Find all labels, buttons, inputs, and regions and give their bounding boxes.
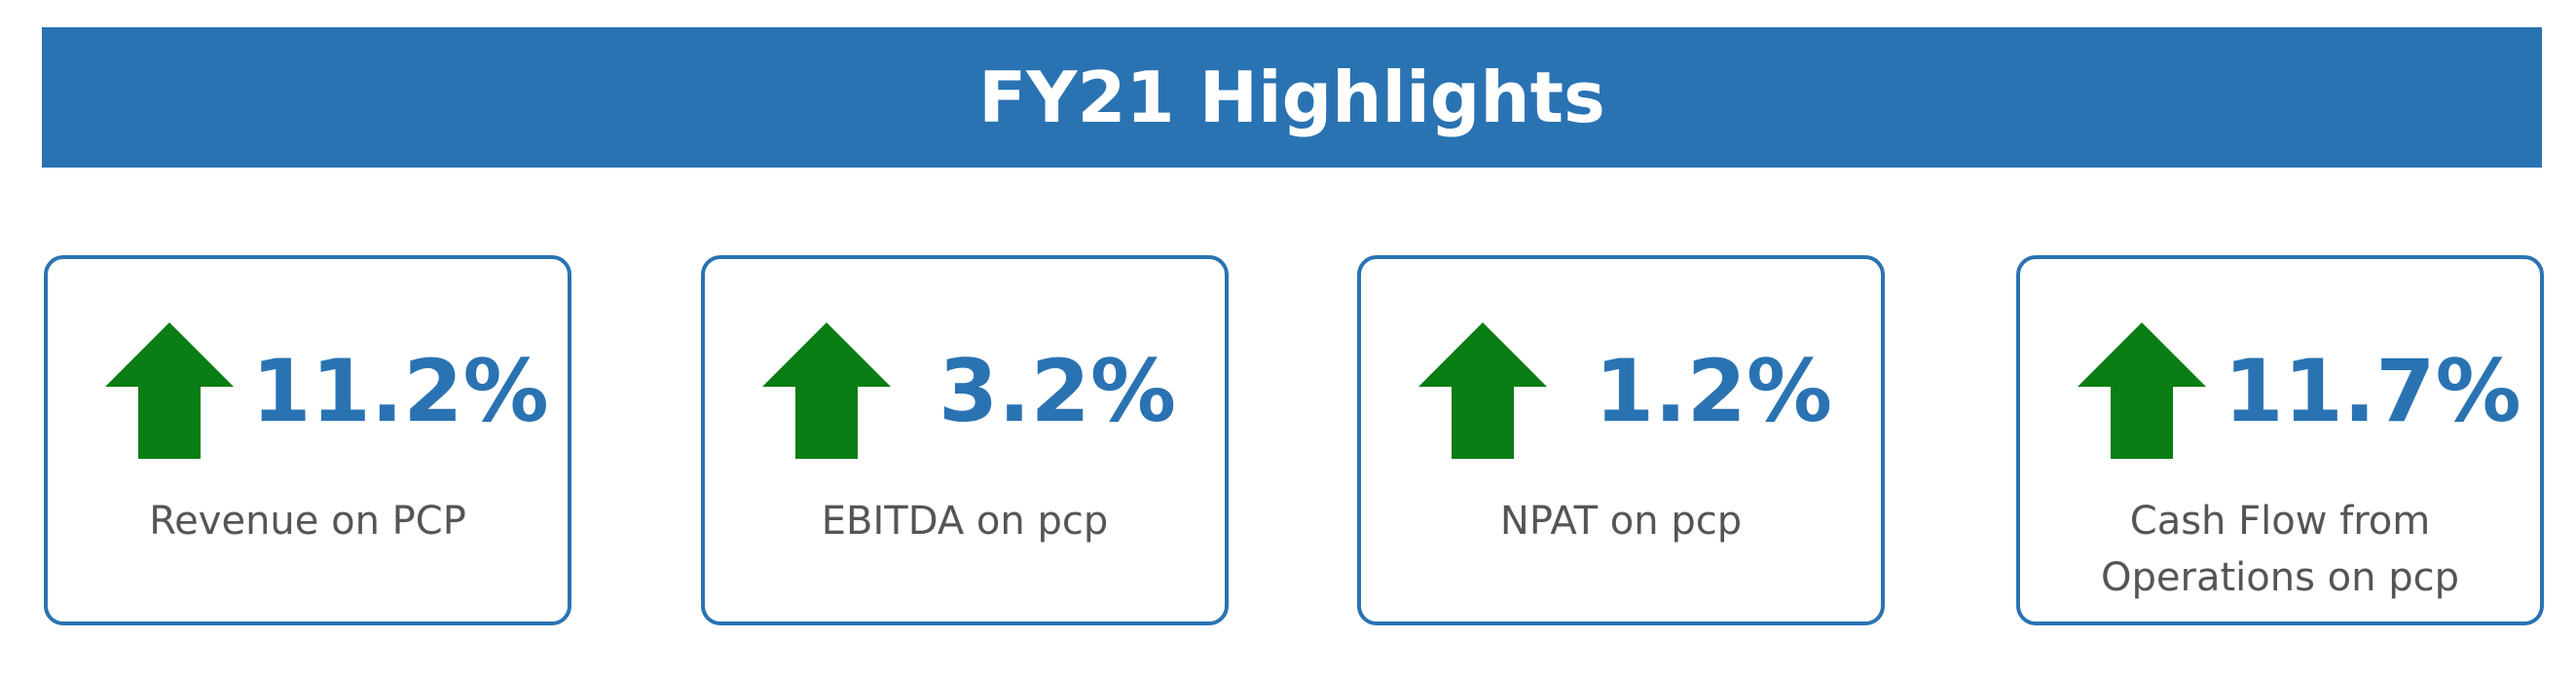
up-arrow-icon (762, 322, 891, 459)
metric-value: 3.2% (938, 340, 1177, 441)
up-arrow-icon (105, 322, 234, 459)
metric-label: Cash Flow from Operations on pcp (2101, 499, 2459, 600)
highlight-card-npat: 1.2% NPAT on pcp (1357, 255, 1885, 625)
metric-label: NPAT on pcp (1499, 499, 1743, 544)
metric-label: EBITDA on pcp (821, 499, 1109, 544)
highlight-card-cash-flow: 11.7% Cash Flow from Operations on pcp (2016, 255, 2544, 625)
up-arrow-icon (1418, 322, 1547, 459)
up-arrow-icon (2078, 322, 2206, 459)
highlights-banner: FY21 Highlights (42, 27, 2542, 168)
metric-value: 11.7% (2224, 340, 2521, 441)
highlight-card-ebitda: 3.2% EBITDA on pcp (701, 255, 1229, 625)
metric-value: 11.2% (251, 340, 549, 441)
highlight-card-revenue: 11.2% Revenue on PCP (44, 255, 571, 625)
page-title: FY21 Highlights (978, 56, 1605, 138)
metric-label: Revenue on PCP (149, 499, 466, 544)
metric-value: 1.2% (1594, 340, 1833, 441)
